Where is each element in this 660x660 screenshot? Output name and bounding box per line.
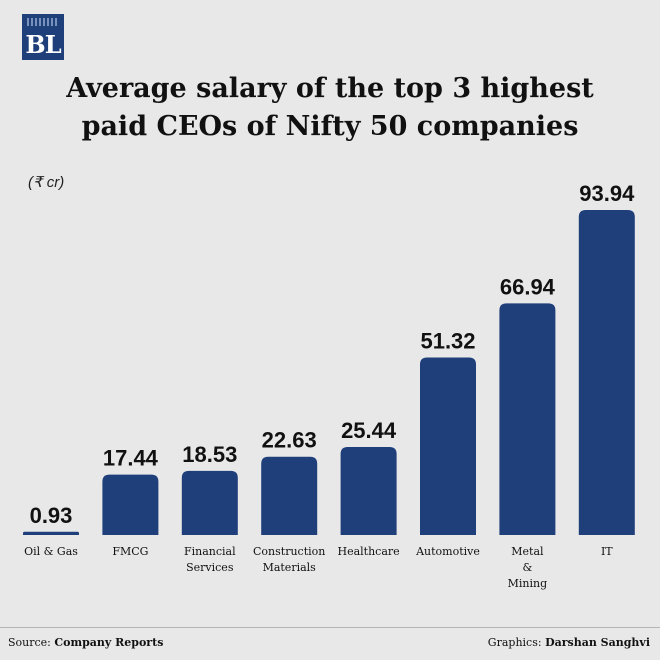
bar-7 [578, 210, 635, 535]
graphics-credit: Graphics: Darshan Sanghvi [488, 636, 650, 649]
source-note: Source: Company Reports [8, 636, 163, 649]
footer-divider [0, 627, 660, 628]
bar-1 [102, 474, 159, 535]
bar-2 [181, 470, 238, 535]
source-name: Company Reports [54, 636, 164, 649]
category-label-2: Financial Services [184, 545, 236, 574]
category-label-5: Automotive [415, 545, 480, 558]
category-label-6: Metal & Mining [508, 545, 548, 590]
source-prefix: Source: [8, 636, 55, 649]
bl-logo: BL [22, 14, 64, 60]
bar-group [23, 210, 635, 535]
bar-3 [261, 456, 318, 535]
chart-title-line-1: Average salary of the top 3 highest [66, 73, 594, 104]
value-label-group: 0.93 17.44 18.53 22.63 25.44 51.32 66.94 93.94 [30, 181, 636, 528]
value-label-1: 17.44 [103, 446, 159, 471]
bar-6 [499, 303, 556, 535]
category-label-1: FMCG [112, 545, 148, 558]
value-label-5: 51.32 [420, 328, 475, 353]
chart-title-line-2: paid CEOs of Nifty 50 companies [81, 111, 579, 142]
credit-prefix: Graphics: [487, 636, 546, 649]
category-label-group: Oil & Gas FMCG Financial Services Constructi… [24, 545, 613, 590]
chart-title: Average salary of the top 3 highest paid… [0, 70, 660, 146]
bl-logo-text: BL [25, 30, 61, 59]
value-label-2: 18.53 [182, 442, 237, 467]
unit-label: (₹ cr) [28, 174, 65, 191]
category-label-3: Construction Materials [253, 545, 325, 574]
bar-0 [23, 531, 79, 535]
value-label-3: 22.63 [262, 428, 317, 453]
category-label-7: IT [601, 545, 613, 558]
bar-5 [420, 357, 476, 535]
bar-4 [340, 446, 397, 535]
value-label-7: 93.94 [579, 181, 635, 206]
value-label-6: 66.94 [500, 274, 556, 299]
value-label-4: 25.44 [341, 418, 397, 443]
category-label-4: Healthcare [338, 545, 400, 558]
value-label-0: 0.93 [30, 503, 73, 528]
credit-name: Darshan Sanghvi [545, 636, 650, 649]
category-label-0: Oil & Gas [24, 545, 78, 558]
